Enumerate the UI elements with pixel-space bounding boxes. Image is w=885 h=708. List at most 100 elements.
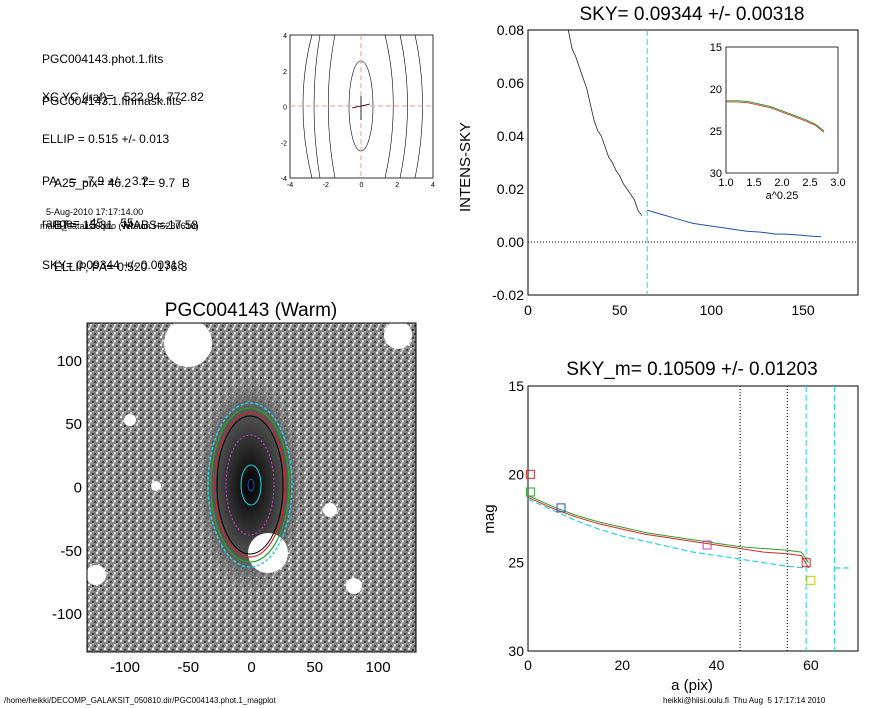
info-line: SKY= 0.09344 +/- 0.00318 (42, 258, 185, 272)
tick-label: 0.02 (497, 181, 524, 197)
tick-label: 50 (65, 416, 82, 433)
tick-label: 100 (700, 302, 724, 318)
mag-series-line (527, 496, 809, 569)
info-line: PA = -7.9 +/- 3.2 (42, 174, 149, 188)
info-line: A25_pix= 46.2 T= 9.7 B (54, 176, 190, 190)
tick-label: 0 (524, 302, 532, 318)
mag-marker (556, 503, 566, 513)
info-line: ELLIP = 0.515 +/- 0.013 (42, 132, 170, 146)
info-line: PGC004143.phot.1.fits (42, 52, 164, 66)
masked-star (323, 503, 337, 517)
tick-label: 0 (360, 182, 364, 189)
inset-profile-line (726, 101, 825, 133)
tick-label: 0 (283, 105, 287, 112)
footer-left: /home/heikki/DECOMP_GALAKSIT_050810.dir/… (4, 696, 276, 705)
tick-label: 3.0 (830, 177, 845, 189)
tick-label: 60 (803, 657, 819, 673)
info-line: PGC004143.1.finmask.fits (42, 94, 182, 108)
tick-label: 0.06 (497, 75, 524, 91)
masked-star (124, 414, 136, 426)
program-line: make_datalist0.pro (version HS230610) (40, 221, 199, 231)
tick-label: 25 (508, 555, 524, 571)
inset-frame (725, 46, 839, 174)
outer-profile-line (647, 209, 822, 238)
tick-label: 15 (508, 378, 524, 394)
masked-star (151, 481, 161, 491)
iso-ellipse-inner (240, 464, 262, 506)
info-line: BT= 15.31 MABS=-17.58 (54, 218, 199, 232)
tick-label: 0 (247, 659, 255, 676)
tick-label: 30 (508, 643, 524, 659)
info-line: range= 45.- 55. (42, 216, 138, 230)
tick-label: 2 (283, 69, 287, 76)
iso-ellipse-outer (207, 402, 293, 568)
tick-label: 1.5 (746, 177, 761, 189)
footer-right: heikki@hiisi.oulu.fi Thu Aug 5 17:17:14 … (663, 696, 826, 705)
intens-frame (527, 29, 859, 296)
masked-star (164, 323, 212, 367)
tick-label: -0.02 (492, 287, 524, 303)
tick-label: -4 (281, 176, 287, 183)
mag-frame (527, 385, 859, 652)
masked-star (384, 323, 412, 349)
tick-label: 0.08 (497, 22, 524, 38)
tick-label: 150 (791, 302, 815, 318)
mag-marker (525, 487, 535, 497)
image-title: PGC004143 (Warm) (165, 300, 337, 321)
masked-star (87, 565, 106, 585)
tick-label: 20 (710, 84, 722, 96)
inset-profile-line (726, 100, 825, 132)
mag-series-line (527, 495, 809, 563)
tick-label: 2.0 (774, 177, 789, 189)
tick-label: 4 (283, 33, 287, 40)
tick-label: 0.04 (497, 128, 524, 144)
mag-marker (806, 575, 816, 585)
tick-label: -50 (177, 659, 199, 676)
mag-series-line (527, 498, 807, 569)
tick-label: 0 (524, 657, 532, 673)
tick-label: 100 (366, 659, 391, 676)
intens-ylabel: INTENS-SKY (457, 122, 474, 212)
tick-label: 2 (395, 182, 399, 189)
tick-label: 50 (612, 302, 628, 318)
tick-label: -100 (52, 606, 82, 623)
mag-xlabel: a (pix) (671, 677, 713, 694)
contour-panel: -4 -2 0 2 4 4 2 0 -2 -4 (281, 33, 435, 189)
tick-label: 25 (710, 126, 722, 138)
intens-panel: SKY= 0.09344 +/- 0.00318 INTENS-SKY 0 50 1… (457, 4, 859, 318)
iso-ellipse-red (214, 412, 286, 558)
tick-label: 15 (710, 42, 722, 54)
tick-label: 20 (508, 466, 524, 482)
image-frame (86, 322, 417, 653)
mag-ylabel: mag (481, 504, 498, 533)
tick-label: -2 (323, 182, 329, 189)
iso-ellipse-green (210, 407, 290, 563)
mag-marker (702, 540, 712, 550)
masked-star (346, 578, 362, 594)
inset-xlabel: a^0.25 (766, 190, 799, 202)
contour-line (302, 34, 423, 179)
tick-label: 4 (431, 182, 435, 189)
tick-label: 2.5 (802, 177, 817, 189)
tick-label: 1.0 (718, 177, 733, 189)
tick-label: -4 (287, 182, 293, 189)
mag-marker (525, 469, 535, 479)
inner-profile-line (567, 29, 643, 216)
mag-title: SKY_m= 0.10509 +/- 0.01203 (566, 359, 817, 380)
tick-label: -50 (60, 543, 82, 560)
tick-label: 40 (709, 657, 725, 673)
iso-ellipse-black (216, 415, 284, 555)
mag-panel: SKY_m= 0.10509 +/- 0.01203 mag a (pix) 0… (481, 359, 859, 694)
info-block-b: XC,YC (iraf)= 522.94, 772.82 ELLIP = 0.5… (42, 62, 204, 286)
info-block-c: A25_pix= 46.2 T= 9.7 B BT= 15.31 MABS=-1… (54, 148, 198, 288)
mag-marker (801, 558, 811, 568)
date-line: 5-Aug-2010 17:17:14.00 (46, 207, 144, 217)
tick-label: 20 (614, 657, 630, 673)
iso-ellipse-magenta (225, 434, 275, 536)
info-line: XC,YC (iraf)= 522.94, 772.82 (42, 90, 204, 104)
info-line: ELLIP, PA= 0.520 176.3 (54, 260, 188, 274)
info-block-a: PGC004143.phot.1.fits PGC004143.1.finmas… (42, 24, 181, 122)
tick-label: -2 (281, 140, 287, 147)
tick-label: 30 (710, 168, 722, 180)
